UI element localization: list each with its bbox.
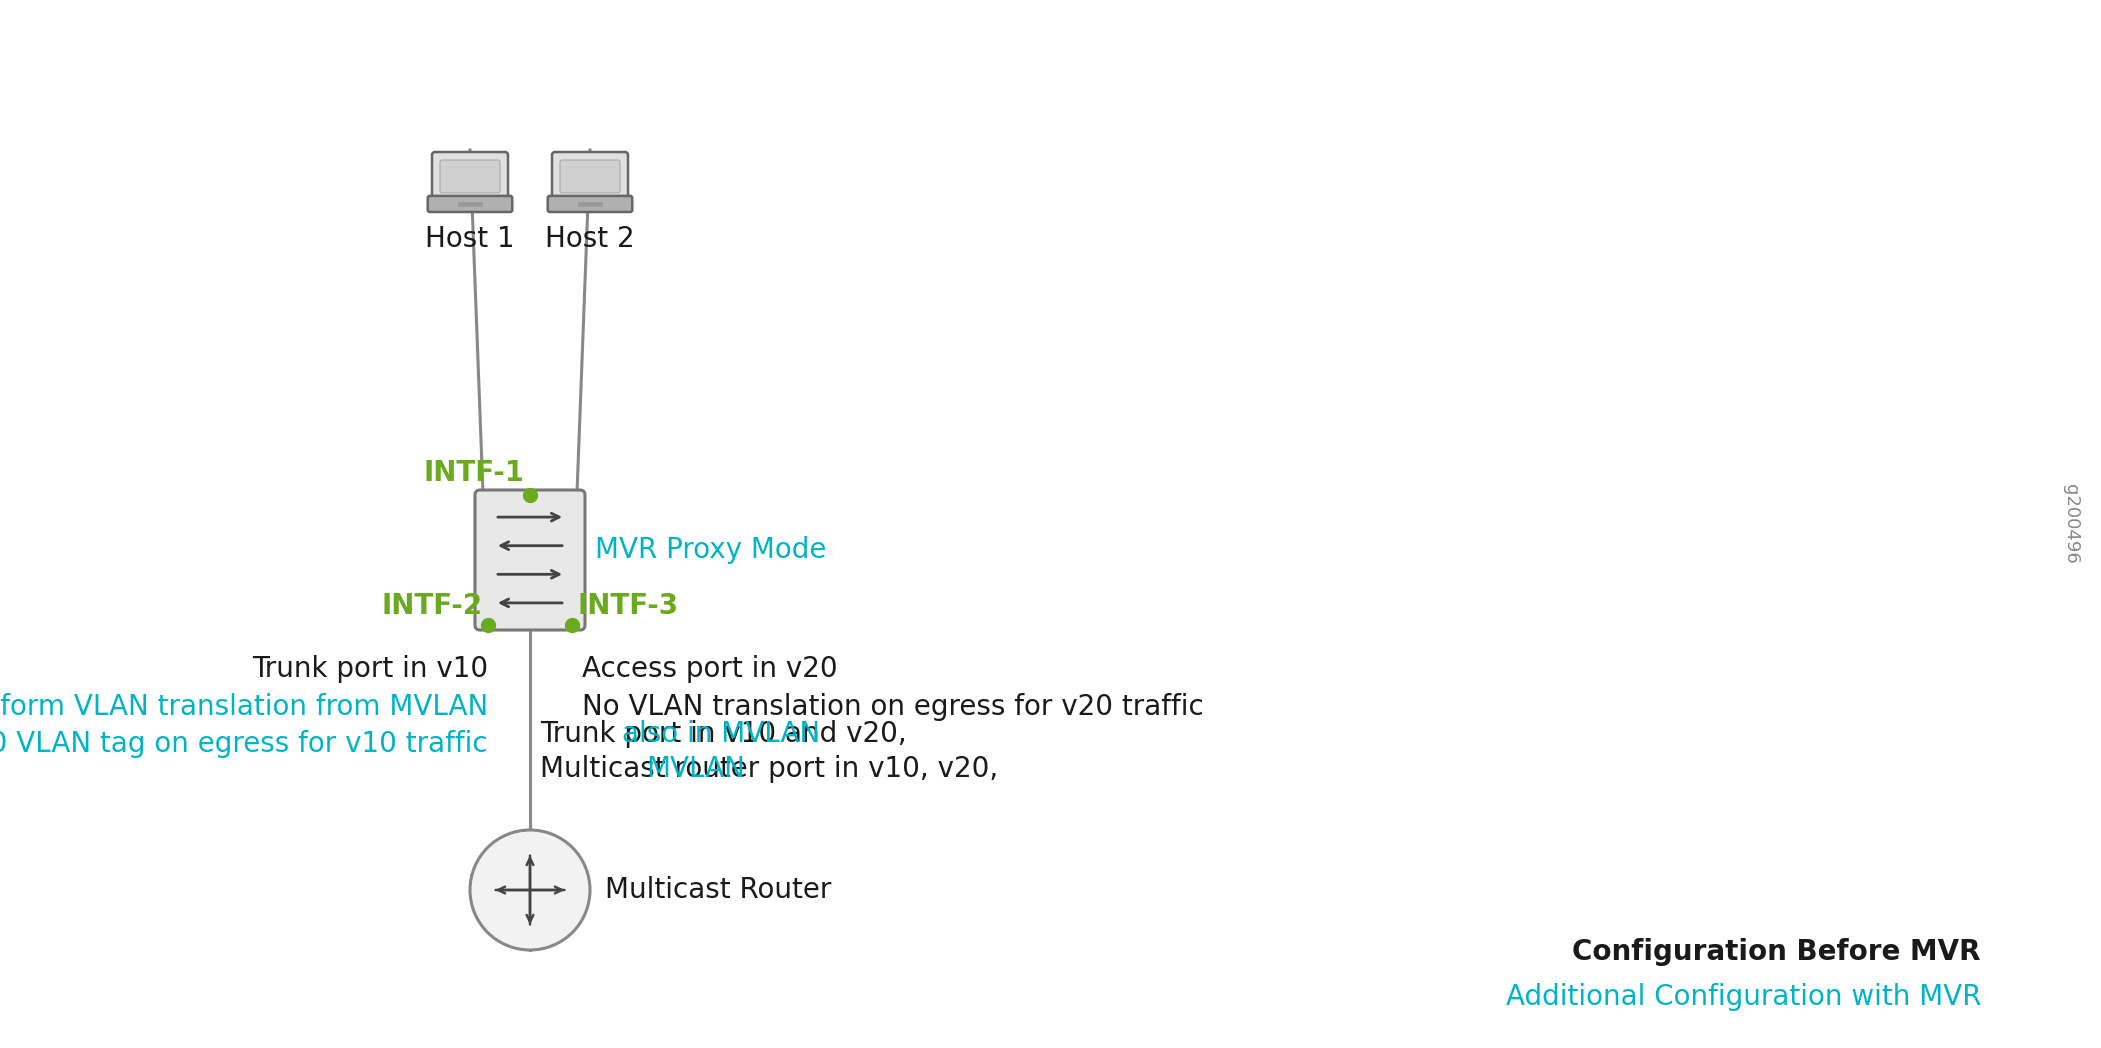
Text: MVR Proxy Mode: MVR Proxy Mode (595, 536, 826, 564)
FancyBboxPatch shape (433, 152, 508, 201)
Text: INTF-1: INTF-1 (424, 459, 525, 487)
Text: Host 2: Host 2 (544, 225, 635, 253)
Circle shape (471, 830, 590, 949)
Text: Access port in v20: Access port in v20 (582, 655, 838, 683)
FancyBboxPatch shape (429, 196, 513, 212)
Text: Trunk port in v10: Trunk port in v10 (252, 655, 487, 683)
Text: Multicast router port in v10, v20,: Multicast router port in v10, v20, (540, 755, 1006, 783)
Text: No VLAN translation on egress for v20 traffic: No VLAN translation on egress for v20 tr… (582, 693, 1204, 721)
Text: INTF-2: INTF-2 (382, 592, 483, 620)
Text: Trunk port in v10 and v20,: Trunk port in v10 and v20, (540, 720, 916, 748)
Text: Host 1: Host 1 (424, 225, 515, 253)
FancyBboxPatch shape (475, 490, 584, 630)
Text: Perform VLAN translation from MVLAN
to v10 VLAN tag on egress for v10 traffic: Perform VLAN translation from MVLAN to v… (0, 693, 487, 758)
FancyBboxPatch shape (561, 160, 620, 193)
FancyBboxPatch shape (553, 152, 628, 201)
FancyBboxPatch shape (548, 196, 632, 212)
Text: Additional Configuration with MVR: Additional Configuration with MVR (1506, 983, 1981, 1011)
Text: MVLAN: MVLAN (647, 755, 746, 783)
Bar (578, 201, 603, 206)
Text: g200496: g200496 (2061, 484, 2080, 564)
Text: also in MVLAN: also in MVLAN (622, 720, 819, 748)
FancyBboxPatch shape (439, 160, 500, 193)
Text: INTF-3: INTF-3 (578, 592, 679, 620)
Text: Multicast Router: Multicast Router (605, 876, 832, 904)
Text: Configuration Before MVR: Configuration Before MVR (1572, 938, 1981, 966)
Bar (458, 201, 483, 206)
